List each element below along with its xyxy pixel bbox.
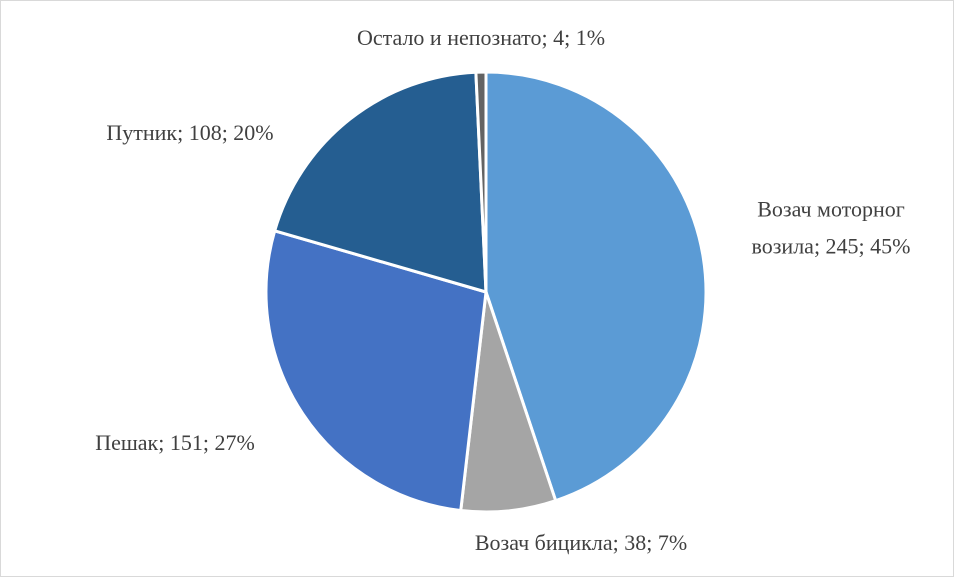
data-label: возила; 245; 45% [752, 234, 911, 259]
pie-slice [474, 70, 488, 293]
data-label: Возач моторног [757, 197, 905, 222]
pie-slice [264, 228, 488, 513]
pie-slice [484, 70, 708, 503]
data-label: Путник; 108; 20% [106, 120, 273, 145]
data-label: Возач бицикла; 38; 7% [475, 530, 687, 555]
data-label: Пешак; 151; 27% [95, 430, 255, 455]
data-label: Остало и непознато; 4; 1% [357, 25, 605, 50]
pie-slice [272, 70, 488, 295]
